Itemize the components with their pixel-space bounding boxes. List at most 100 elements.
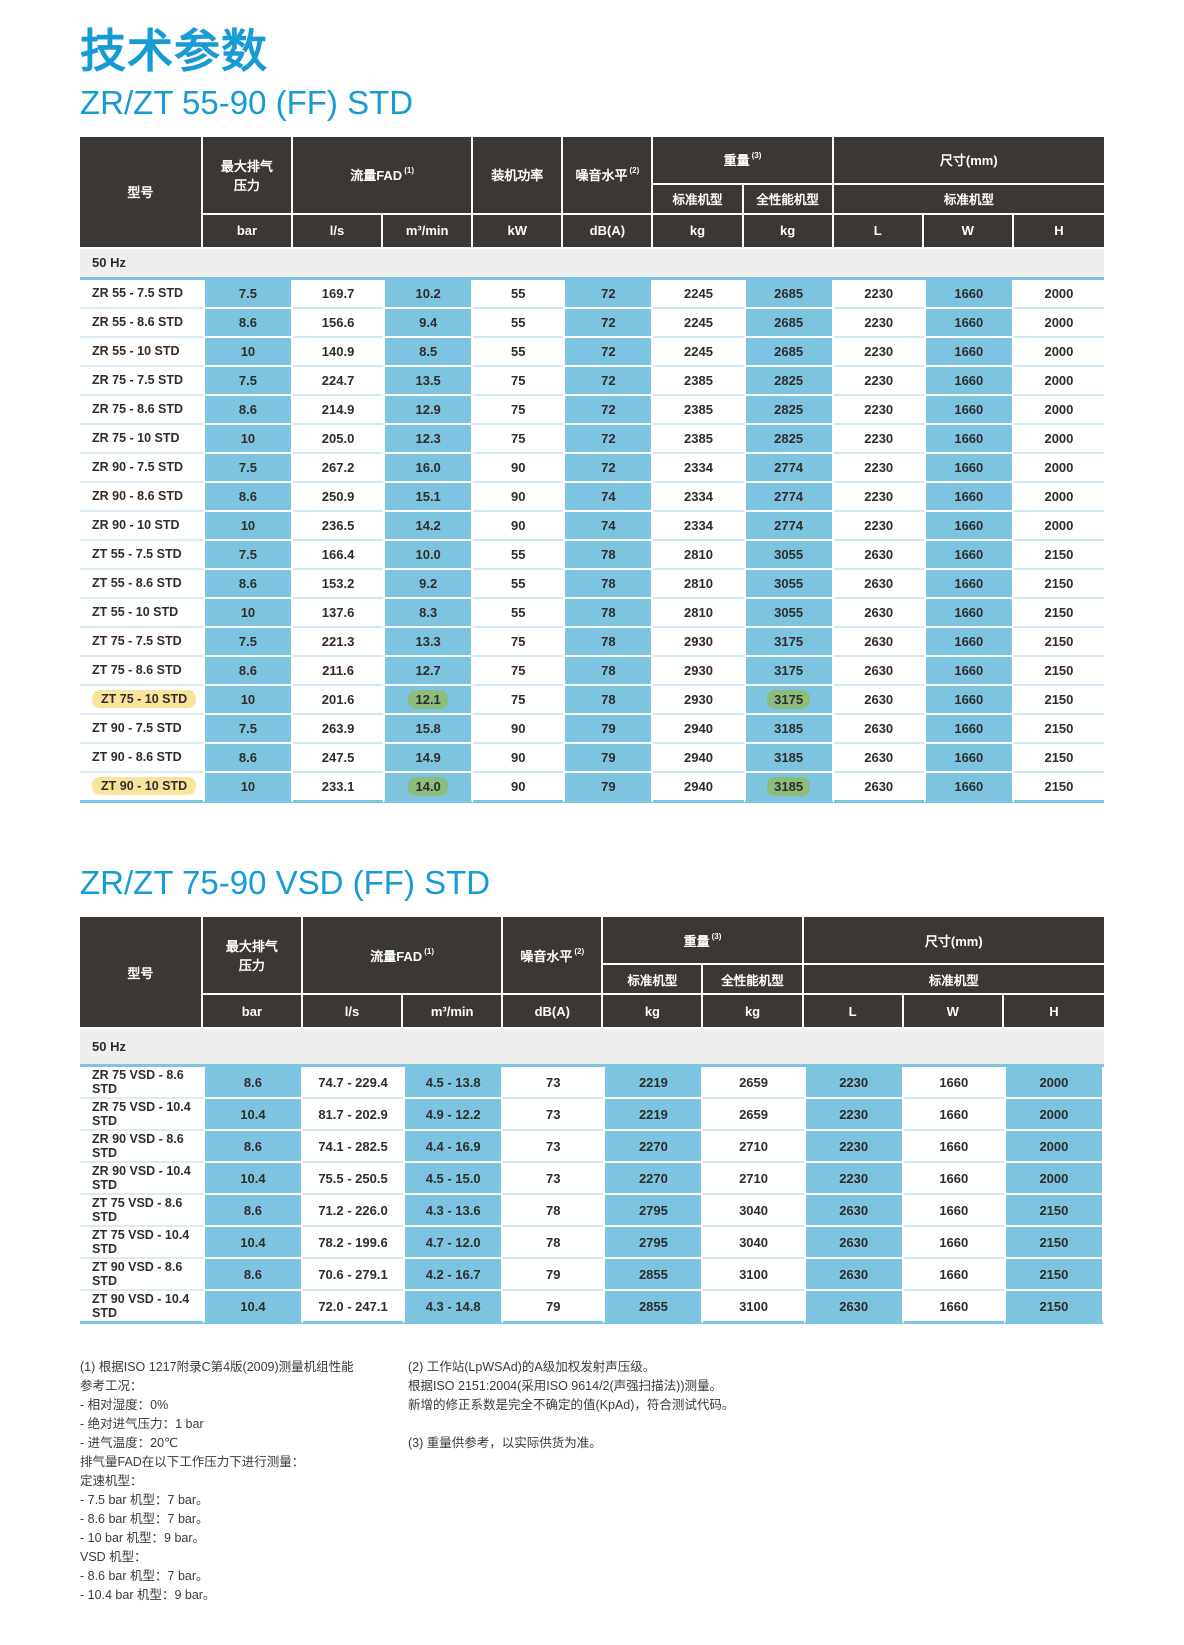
value-cell: 10.4 (202, 1291, 303, 1325)
highlighted-value: 3185 (767, 776, 811, 796)
value-cell: 8.6 (202, 743, 293, 773)
value-cell: 4.2 - 16.7 (403, 1259, 504, 1292)
model-name-cell: ZR 75 - 7.5 STD (80, 367, 203, 396)
value-cell: 13.5 (383, 366, 474, 396)
value-cell: 78 (563, 540, 654, 570)
table-row: ZT 55 - 8.6 STD 8.6 153.2 9.2 55 78 2810 3055 26… (80, 569, 1104, 599)
model-name-cell: ZT 90 VSD - 10.4 STD (80, 1291, 203, 1325)
value-cell: 2000 (1013, 425, 1104, 454)
value-cell: 10 (202, 424, 293, 454)
value-cell: 1660 (923, 743, 1014, 773)
value-cell: 73 (503, 1067, 604, 1100)
value-cell: 3040 (703, 1195, 804, 1228)
value-cell: 72 (563, 366, 654, 396)
value-cell: 2230 (833, 454, 924, 483)
value-cell: 8.6 (202, 1259, 303, 1292)
value-cell: 15.1 (383, 482, 474, 512)
col-header-weight: 重量 (3) (653, 136, 834, 185)
table-row: ZT 75 - 8.6 STD 8.6 211.6 12.7 75 78 2930 3175 2… (80, 656, 1104, 686)
value-cell: 166.4 (292, 541, 384, 570)
value-cell: 2385 (653, 367, 744, 396)
value-cell: 2230 (833, 425, 924, 454)
value-cell: 1660 (923, 569, 1014, 599)
value-cell: 2000 (1003, 1099, 1104, 1132)
value-cell: 2659 (703, 1067, 804, 1100)
value-cell: 2000 (1013, 454, 1104, 483)
model-name-cell: ZT 75 VSD - 10.4 STD (80, 1227, 203, 1260)
footnote-line: - 7.5 bar 机型：7 bar。 (80, 1493, 209, 1508)
value-cell: 1660 (923, 482, 1014, 512)
unit-ls: l/s (292, 214, 384, 249)
value-cell: 2230 (803, 1163, 904, 1196)
unit-m3min: m³/min (403, 995, 504, 1030)
model-name-cell: ZR 90 VSD - 8.6 STD (80, 1131, 203, 1164)
value-cell: 72.0 - 247.1 (302, 1291, 404, 1325)
footnote-ref-3: (3) (751, 151, 762, 161)
model-name-cell: ZT 55 - 10 STD (80, 599, 203, 628)
value-cell: 2150 (1003, 1227, 1104, 1260)
value-cell: 2774 (743, 482, 834, 512)
model-name-cell: ZR 90 - 10 STD (80, 512, 203, 541)
unit-kg-full: kg (743, 214, 834, 249)
table-row: ZR 90 VSD - 8.6 STD 8.6 74.1 - 282.5 4.4 - … (80, 1131, 1104, 1164)
value-cell: 78.2 - 199.6 (302, 1227, 404, 1260)
value-cell: 10 (202, 511, 293, 541)
col-header-weight-standard: 标准机型 (653, 184, 744, 215)
value-cell: 1660 (923, 714, 1014, 744)
model-name-cell: ZT 75 - 10 STD (80, 686, 203, 715)
value-cell: 78 (563, 627, 654, 657)
footnote-line: - 8.6 bar 机型：7 bar。 (80, 1512, 209, 1527)
model-name-cell: ZR 55 - 8.6 STD (80, 309, 203, 338)
value-cell: 75 (473, 657, 564, 686)
highlighted-model-name: ZT 90 - 10 STD (92, 777, 197, 796)
footnote-line (408, 1415, 1104, 1434)
weight-label: 重量 (723, 153, 750, 169)
model-name-cell: ZT 75 - 7.5 STD (80, 628, 203, 657)
value-cell: 2630 (833, 744, 924, 773)
value-cell: 3100 (703, 1291, 804, 1325)
flow-label: 流量FAD (350, 168, 403, 184)
col-header-weight: 重量 (3) (603, 917, 804, 966)
value-cell: 2630 (833, 715, 924, 744)
value-cell: 2795 (603, 1227, 704, 1260)
value-cell: 233.1 (292, 773, 384, 803)
value-cell: 55 (473, 599, 564, 628)
value-cell: 214.9 (292, 396, 384, 425)
value-cell: 79 (563, 743, 654, 773)
model-name-cell: ZT 75 - 8.6 STD (80, 657, 203, 686)
value-cell: 2334 (653, 454, 744, 483)
value-cell: 2000 (1003, 1067, 1104, 1100)
value-cell: 2230 (833, 483, 924, 512)
value-cell: 1660 (903, 1259, 1004, 1292)
value-cell: 2230 (803, 1099, 904, 1132)
footnote-ref-1: (1) (404, 166, 414, 176)
value-cell: 71.2 - 226.0 (302, 1195, 404, 1228)
value-cell: 12.9 (383, 395, 474, 425)
footnote-line: - 绝对进气压力：1 bar (80, 1417, 204, 1432)
value-cell: 3175 (743, 656, 834, 686)
frequency-group-row: 50 Hz (80, 1029, 1104, 1068)
value-cell: 72 (563, 279, 654, 309)
value-cell: 1660 (903, 1227, 1004, 1260)
footnote-line: - 相对湿度：0% (80, 1398, 169, 1413)
col-header-dimensions: 尺寸(mm) (803, 917, 1104, 966)
table-row: ZR 55 - 7.5 STD 7.5 169.7 10.2 55 72 2245 2685 2… (80, 279, 1104, 309)
value-cell: 2855 (603, 1259, 704, 1292)
frequency-group-label: 50 Hz (80, 248, 1104, 280)
footnote-ref-2: (2) (629, 166, 640, 176)
unit-kw: kW (473, 214, 564, 249)
value-cell: 169.7 (292, 280, 384, 309)
value-cell: 55 (473, 541, 564, 570)
value-cell: 1660 (903, 1067, 1004, 1100)
model-name-cell: ZT 55 - 8.6 STD (80, 570, 203, 599)
value-cell: 2230 (833, 280, 924, 309)
model-name-cell: ZT 90 - 8.6 STD (80, 744, 203, 773)
value-cell: 2270 (603, 1163, 704, 1196)
value-cell: 81.7 - 202.9 (302, 1099, 404, 1132)
value-cell: 2150 (1003, 1291, 1104, 1325)
value-cell: 90 (473, 744, 564, 773)
model-name-cell: ZR 75 - 8.6 STD (80, 396, 203, 425)
value-cell: 75 (473, 396, 564, 425)
value-cell: 1660 (923, 685, 1014, 715)
noise-label: 噪音水平 (575, 168, 628, 184)
